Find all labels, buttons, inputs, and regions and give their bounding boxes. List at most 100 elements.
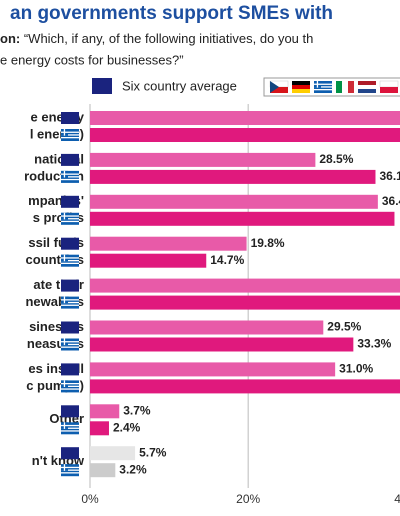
flag-part bbox=[61, 176, 79, 178]
bar bbox=[90, 404, 120, 419]
bar bbox=[90, 446, 136, 461]
flag-part bbox=[61, 427, 79, 429]
flag-part bbox=[61, 301, 79, 304]
flag-gr bbox=[61, 296, 79, 309]
flag-part bbox=[61, 343, 79, 346]
avg-flag bbox=[61, 237, 79, 250]
flag-gr bbox=[61, 422, 79, 435]
legend-label: Six country average bbox=[122, 78, 237, 93]
subtitle: on: “Which, if any, of the following ini… bbox=[0, 31, 313, 46]
bar bbox=[90, 463, 116, 478]
x-tick-label: 20% bbox=[236, 492, 260, 506]
x-tick-label: 0% bbox=[81, 492, 99, 506]
flag-part bbox=[61, 220, 79, 223]
legend-flags bbox=[263, 77, 400, 97]
bar bbox=[90, 320, 324, 335]
flag-part bbox=[61, 472, 79, 474]
flag-gr bbox=[61, 212, 79, 225]
flag-part bbox=[61, 257, 79, 259]
value-label: 33.3% bbox=[357, 337, 391, 351]
flag-part bbox=[61, 341, 79, 343]
avg-flag bbox=[61, 363, 79, 376]
flag-it bbox=[336, 81, 354, 93]
flag-part bbox=[61, 299, 79, 301]
flag-part bbox=[61, 215, 68, 217]
value-label: 29.5% bbox=[327, 320, 361, 334]
subtitle-text: e energy costs for businesses?” bbox=[0, 52, 184, 67]
flag-gr bbox=[61, 170, 79, 183]
avg-flag bbox=[61, 195, 79, 208]
subtitle-text: “Which, if any, of the following initiat… bbox=[24, 31, 314, 46]
bar bbox=[90, 152, 316, 167]
flag-cz bbox=[269, 80, 289, 93]
bar bbox=[90, 337, 354, 352]
flag-part bbox=[61, 385, 79, 387]
bar bbox=[90, 211, 395, 226]
bar bbox=[90, 295, 400, 310]
bar bbox=[90, 379, 400, 394]
flag-gr bbox=[61, 129, 79, 141]
bar bbox=[90, 169, 376, 184]
flag-part bbox=[61, 424, 79, 427]
avg-flag bbox=[61, 279, 79, 292]
flag-part bbox=[61, 137, 79, 139]
bar bbox=[90, 111, 400, 125]
bar bbox=[90, 253, 207, 268]
flag-de bbox=[292, 81, 310, 93]
flag-part bbox=[61, 173, 79, 175]
bar bbox=[90, 421, 109, 436]
flag-nl bbox=[358, 81, 376, 93]
flag-part bbox=[61, 260, 79, 262]
bar bbox=[90, 236, 247, 251]
avg-flag bbox=[61, 153, 79, 166]
flag-part bbox=[61, 466, 79, 469]
avg-flag bbox=[61, 321, 79, 334]
value-label: 28.5% bbox=[319, 152, 353, 166]
bar bbox=[90, 278, 400, 293]
flag-gr bbox=[61, 338, 79, 351]
flag-part bbox=[61, 218, 79, 220]
avg-flag bbox=[61, 405, 79, 418]
flag-part bbox=[61, 215, 79, 217]
value-label: 3.7% bbox=[123, 403, 151, 417]
flag-part bbox=[61, 466, 68, 469]
flag-part bbox=[61, 304, 79, 306]
flag-part bbox=[61, 388, 79, 390]
flag-part bbox=[61, 262, 79, 264]
value-label: 5.7% bbox=[139, 445, 167, 459]
flag-part bbox=[61, 257, 68, 259]
legend-swatch bbox=[92, 78, 112, 94]
chart-title: an governments support SMEs with bbox=[10, 3, 333, 24]
flag-part bbox=[61, 469, 79, 471]
flag-part bbox=[61, 173, 68, 175]
flag-part bbox=[61, 134, 79, 136]
flag-part bbox=[61, 424, 68, 427]
bar bbox=[90, 194, 378, 209]
subtitle-lead: on: bbox=[0, 31, 20, 46]
flag-gr bbox=[61, 380, 79, 393]
value-label: 3.2% bbox=[119, 462, 147, 476]
flag-part bbox=[61, 430, 79, 432]
flag-part bbox=[61, 299, 68, 301]
bar bbox=[90, 362, 336, 377]
flag-part bbox=[61, 131, 68, 133]
flag-gr bbox=[314, 81, 332, 93]
legend-box bbox=[263, 77, 400, 97]
flag-part bbox=[61, 178, 79, 181]
avg-flag bbox=[61, 447, 79, 460]
flag-part bbox=[61, 131, 79, 133]
bar bbox=[90, 128, 400, 142]
flag-part bbox=[61, 346, 79, 348]
value-label: 31.0% bbox=[339, 362, 373, 376]
flag-part bbox=[61, 341, 68, 343]
value-label: 36.1% bbox=[379, 169, 400, 183]
value-label: 14.7% bbox=[210, 253, 244, 267]
x-tick-label: 40% bbox=[394, 492, 400, 506]
flag-gr bbox=[61, 464, 79, 477]
flag-gr bbox=[61, 254, 79, 267]
flag-pl bbox=[379, 80, 399, 93]
avg-flag bbox=[61, 112, 79, 124]
flag-part bbox=[61, 383, 79, 385]
value-label: 36.4% bbox=[382, 194, 400, 208]
